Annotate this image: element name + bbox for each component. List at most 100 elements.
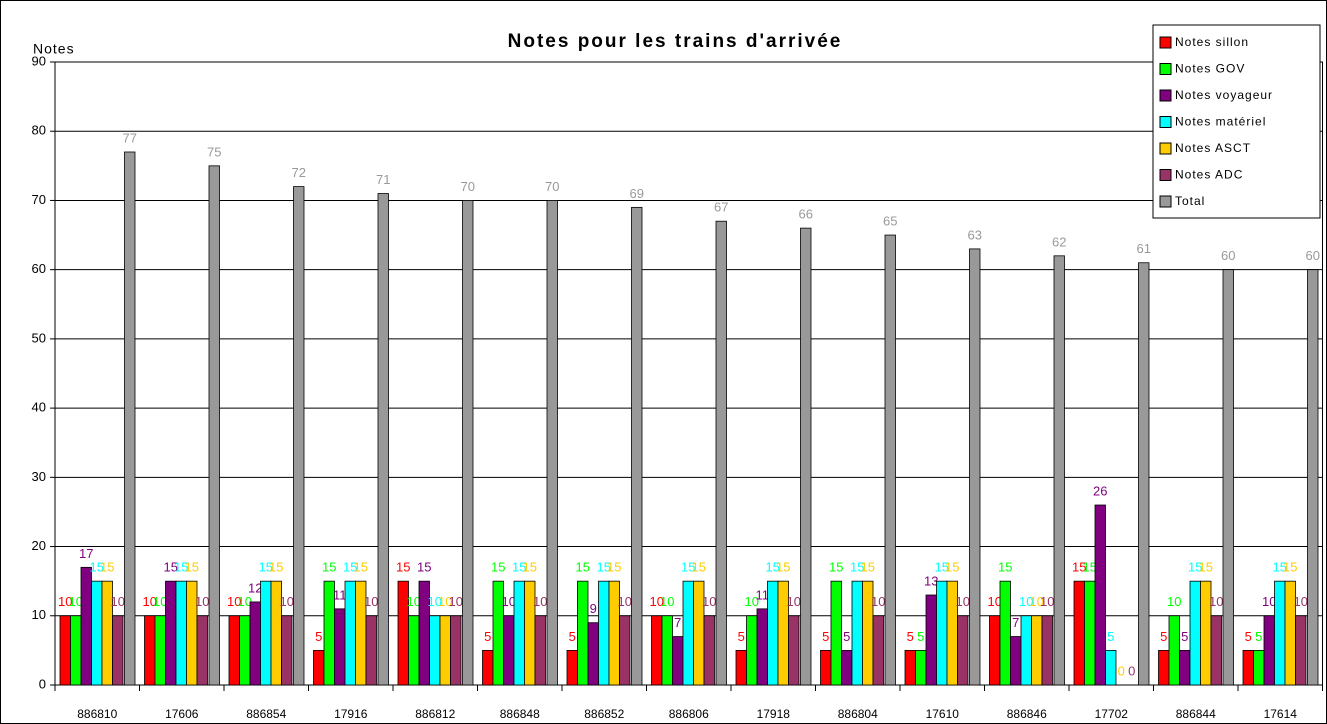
legend-label: Notes voyageur [1175,88,1273,102]
x-tick-label: 886854 [246,707,286,721]
value-label: 15 [512,560,526,575]
value-label: 5 [1255,629,1262,644]
bar [377,193,389,686]
bar [1210,615,1222,686]
bar [631,206,643,686]
bar [144,615,156,686]
bar [746,615,758,686]
bar [1041,615,1053,686]
value-label: 5 [917,629,924,644]
value-label: 15 [259,560,273,575]
value-label: 15 [850,560,864,575]
value-label: 10 [787,594,801,609]
bar [851,580,863,686]
bar [884,234,896,686]
bar [715,220,727,686]
bar [208,165,220,686]
legend-swatch [1159,169,1172,181]
value-label: 70 [461,179,475,194]
value-label: 15 [90,560,104,575]
bar [239,615,251,686]
value-label: 11 [756,587,770,602]
value-label: 10 [660,594,674,609]
bar [969,248,981,686]
value-label: 15 [1083,560,1097,575]
legend-label: Notes ADC [1175,168,1243,182]
value-label: 10 [956,594,970,609]
value-label: 5 [1107,629,1114,644]
value-label: 15 [1188,560,1202,575]
bar [756,608,768,686]
value-label: 15 [354,560,368,575]
bar [925,594,937,686]
bar [577,580,589,686]
value-label: 0 [1118,663,1125,678]
bar [70,615,82,686]
bar [429,615,441,686]
bar [830,580,842,686]
bar [450,615,462,686]
value-label: 15 [607,560,621,575]
x-tick-label: 886804 [838,707,878,721]
value-label: 77 [123,130,137,145]
y-tick-label: 40 [32,400,46,415]
legend-box [1152,24,1321,219]
y-axis-label: Notes [33,41,75,57]
y-tick-label: 20 [32,538,46,553]
value-label: 15 [185,560,199,575]
bar [1158,649,1170,686]
value-label: 10 [1030,594,1044,609]
value-label: 15 [269,560,283,575]
bar [408,615,420,686]
bar [767,580,779,686]
value-label: 17 [79,546,93,561]
value-label: 10 [1262,594,1276,609]
bar [59,615,71,686]
value-label: 10 [745,594,759,609]
legend-swatch [1159,116,1172,128]
x-tick-label: 17606 [165,707,199,721]
value-label: 10 [618,594,632,609]
value-label: 15 [1199,560,1213,575]
value-label: 10 [195,594,209,609]
x-tick-label: 17918 [757,707,791,721]
legend-swatch [1159,36,1172,49]
bar [1307,269,1319,686]
bar [651,615,663,686]
value-label: 15 [417,560,431,575]
value-label: 26 [1093,483,1107,498]
value-label: 10 [1294,594,1308,609]
value-label: 15 [776,560,790,575]
value-label: 10 [280,594,294,609]
value-label: 15 [343,560,357,575]
value-label: 65 [883,213,897,228]
bar [334,608,346,686]
value-label: 0 [1128,663,1135,678]
bar [124,151,136,686]
value-label: 10 [988,594,1002,609]
bar [1222,269,1234,686]
value-label: 10 [227,594,241,609]
value-label: 10 [502,594,516,609]
value-label: 15 [998,560,1012,575]
value-label: 10 [702,594,716,609]
value-label: 10 [1167,594,1181,609]
value-label: 9 [590,601,597,616]
bar [260,580,272,686]
value-label: 15 [681,560,695,575]
value-label: 5 [738,629,745,644]
value-label: 15 [396,560,410,575]
y-tick-label: 70 [32,192,46,207]
value-label: 66 [799,207,813,222]
value-label: 10 [871,594,885,609]
bar [439,615,451,686]
value-label: 60 [1221,248,1235,263]
value-label: 10 [111,594,125,609]
value-label: 15 [174,560,188,575]
x-tick-label: 886806 [669,707,709,721]
bar [228,615,240,686]
x-tick-label: 886846 [1007,707,1047,721]
bar [820,649,832,686]
bar [1053,255,1065,686]
value-label: 15 [1283,560,1297,575]
